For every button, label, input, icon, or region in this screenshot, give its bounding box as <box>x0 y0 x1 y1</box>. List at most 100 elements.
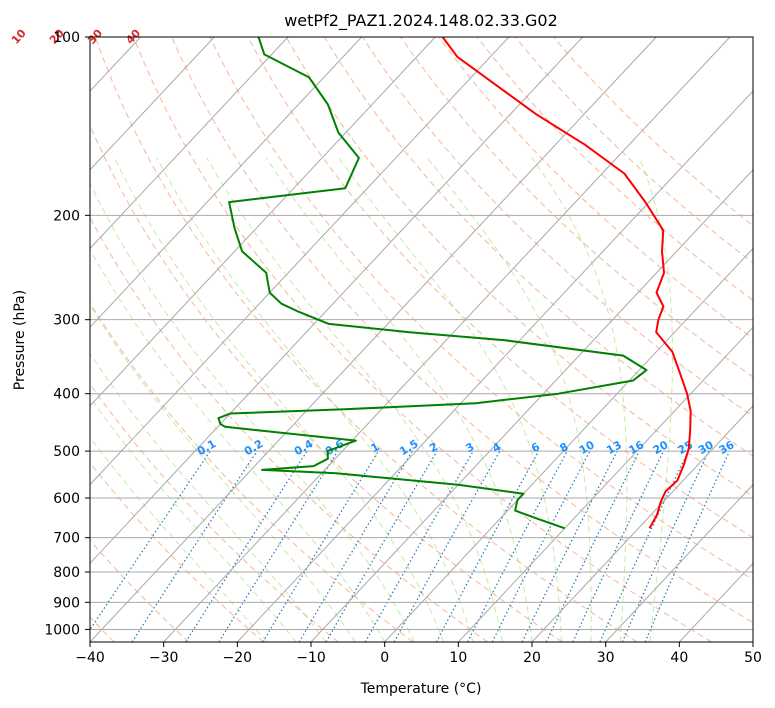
mixing-ratio-label: 25 <box>675 438 695 457</box>
y-tick-label: 300 <box>53 313 80 329</box>
y-tick-label: 1000 <box>44 622 80 638</box>
grid-lines <box>0 37 753 642</box>
moist-adiabat-line <box>90 248 386 642</box>
mixing-ratio-line <box>364 450 474 642</box>
mixing-ratio-label: 4 <box>490 440 503 455</box>
mixing-ratio-line <box>491 450 591 642</box>
x-tick-label: 40 <box>670 650 688 666</box>
background-lines <box>90 37 753 642</box>
moist-adiabat-line <box>90 352 327 642</box>
isotherm-line <box>310 169 753 642</box>
dry-adiabat-line <box>400 37 753 378</box>
moist-adiabat-line <box>90 304 356 642</box>
isotherm-line <box>90 37 362 328</box>
mixing-ratio-line <box>599 450 689 642</box>
isotherm-line <box>90 37 436 407</box>
isotherm-line <box>236 90 753 642</box>
mixing-ratio-line <box>466 450 568 642</box>
dry-adiabat-line <box>90 216 488 642</box>
isotherm-line <box>678 562 753 642</box>
mixing-ratio-label: 1.5 <box>397 437 420 458</box>
mixing-ratio-label: 8 <box>557 440 570 455</box>
dry-adiabat-line <box>285 37 753 498</box>
mixing-ratio-label: 6 <box>529 440 542 455</box>
mixing-ratio-line <box>521 450 618 642</box>
mixing-ratio-line <box>644 450 731 642</box>
y-tick-label: 700 <box>53 531 80 547</box>
moist-adiabat-line <box>206 157 503 642</box>
dry-adiabat-line <box>94 37 638 642</box>
x-tick-label: −10 <box>296 650 326 666</box>
dry-adiabat-line <box>90 539 190 642</box>
dry-adiabat-line <box>476 37 753 301</box>
y-tick-label: 100 <box>53 30 80 46</box>
isotherm-line <box>0 37 67 642</box>
moist-adiabat-line <box>638 157 673 642</box>
mixing-ratio-line <box>435 450 540 642</box>
dry-adiabat-line <box>514 37 753 264</box>
mixing-ratio-label: 13 <box>604 438 624 457</box>
y-tick-label: 400 <box>53 387 80 403</box>
isotherm-line <box>605 483 753 642</box>
x-tick-label: 20 <box>523 650 541 666</box>
isotherm-line <box>90 37 510 486</box>
isotherm-line <box>752 641 753 642</box>
mixing-ratio-line <box>572 450 665 642</box>
dry-adiabat-line <box>362 37 753 417</box>
moist-adiabat-line <box>531 157 628 642</box>
moist-adiabat-line <box>90 182 415 642</box>
dry-adiabat-line <box>552 37 753 227</box>
moist-adiabat-line <box>338 157 562 642</box>
mixing-ratio-label: 0.2 <box>242 437 265 458</box>
y-tick-label: 600 <box>53 491 80 507</box>
mixing-ratio-label: 3 <box>463 440 476 455</box>
plot-frame <box>89 36 754 643</box>
isotherm-line <box>90 37 583 565</box>
isotherm-line <box>90 37 215 171</box>
isotherm-line <box>384 247 753 642</box>
dry-adiabat-line <box>323 37 753 457</box>
x-tick-label: −30 <box>149 650 179 666</box>
moist-adiabat-line <box>265 157 533 642</box>
y-tick-label: 800 <box>53 565 80 581</box>
dry-adiabat-line <box>90 124 563 642</box>
mixing-ratio-line <box>393 450 501 642</box>
mixing-ratio-label: 30 <box>696 438 716 457</box>
x-tick-label: 30 <box>597 650 615 666</box>
x-axis-label: Temperature (°C) <box>360 681 482 697</box>
dry-adiabat-line <box>90 383 339 642</box>
mixing-ratio-line <box>262 450 380 642</box>
dry-adiabat-line <box>133 37 712 642</box>
dry-adiabat-line <box>90 461 264 642</box>
mixing-ratio-line <box>621 450 710 642</box>
profile-series <box>217 37 692 530</box>
mixing-ratio-line <box>185 450 308 642</box>
y-axis-label: Pressure (hPa) <box>12 290 28 390</box>
mixing-ratio-label: 10 <box>577 438 597 457</box>
dry-adiabat-line <box>209 37 753 581</box>
dewpoint-profile-line <box>217 37 648 530</box>
x-tick-label: 0 <box>380 650 389 666</box>
mixing-ratio-line <box>218 450 339 642</box>
mixing-ratio-label: 20 <box>651 438 671 457</box>
dry-adiabat-line <box>171 37 753 624</box>
y-tick-label: 200 <box>53 208 80 224</box>
moist-adiabat-line <box>90 436 268 642</box>
y-tick-label: 900 <box>53 595 80 611</box>
dry-adiabat-label: 10 <box>9 26 29 46</box>
axis-ticks: −40 −30 −20 −10 0 10 20 30 40 5010020030040050060… <box>44 30 762 666</box>
mixing-ratio-line <box>90 450 211 631</box>
isopleth-labels: 0.10.20.40.611.52346810131620253036-100-… <box>9 26 737 458</box>
dry-adiabat-line <box>90 301 414 642</box>
isotherm-line <box>531 405 753 642</box>
temperature-profile-line <box>441 37 692 529</box>
mixing-ratio-label: 0.1 <box>195 437 218 458</box>
y-tick-label: 500 <box>53 444 80 460</box>
moist-adiabat-line <box>90 396 297 642</box>
chart-title: wetPf2_PAZ1.2024.148.02.33.G02 <box>284 11 558 31</box>
isotherm-line <box>457 326 753 642</box>
mixing-ratio-label: 16 <box>626 438 646 457</box>
x-tick-label: 50 <box>744 650 762 666</box>
